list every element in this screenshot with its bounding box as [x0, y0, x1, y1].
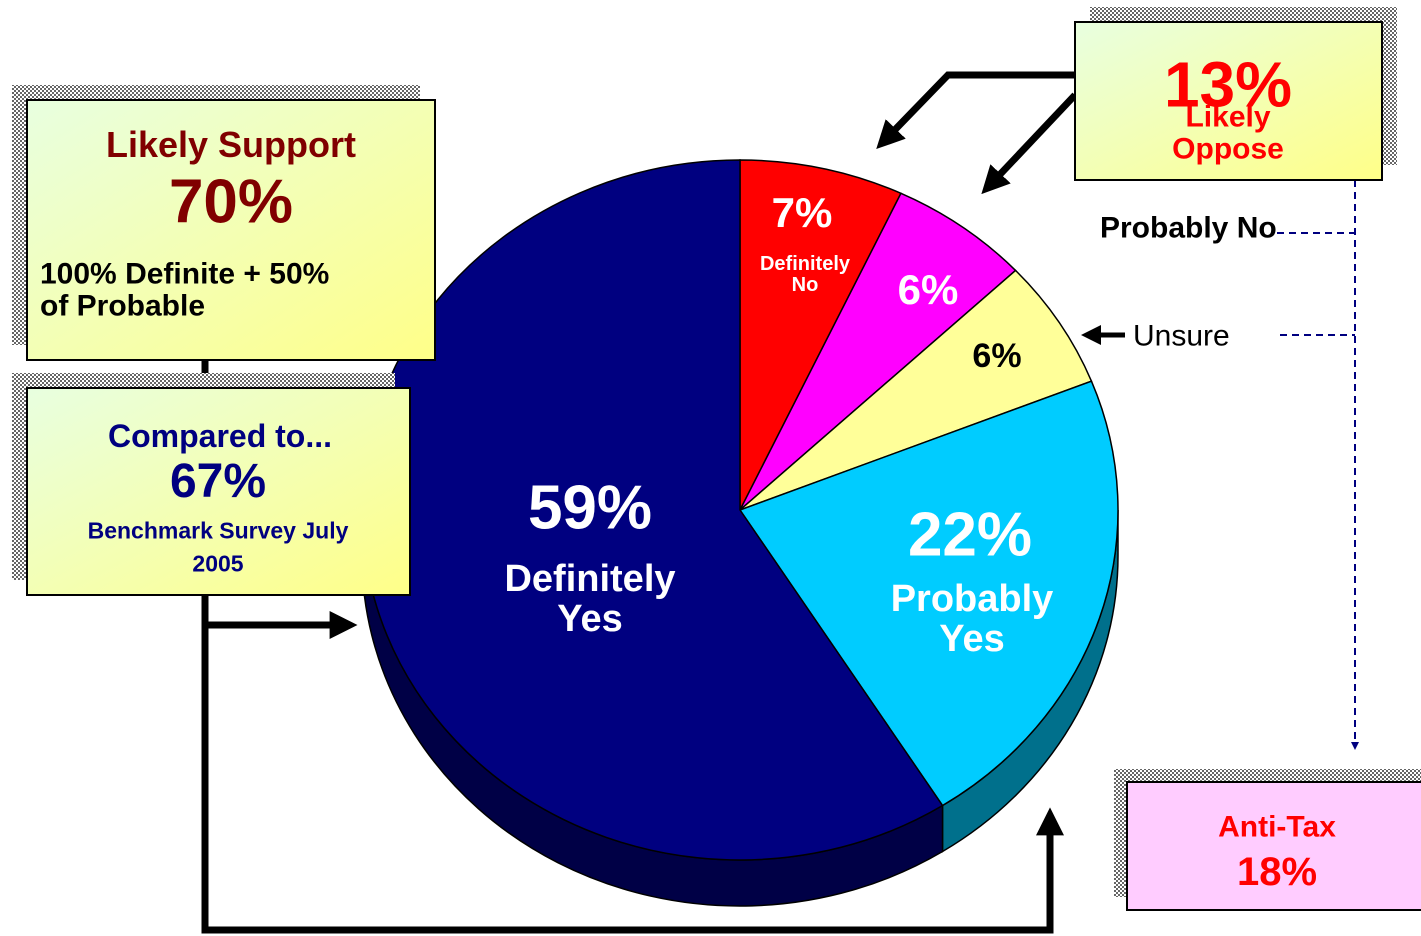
category-label: Unsure [1133, 319, 1230, 353]
annotation: 18% [1236, 850, 1318, 894]
annotation: Benchmark Survey July 2005 [87, 517, 349, 577]
support-box [26, 99, 436, 361]
slice [738, 380, 1119, 807]
value-label: 59% [527, 473, 653, 543]
annotation: Likely Oppose [1172, 100, 1284, 165]
category-label: Definitely No [759, 253, 851, 296]
value-label: 22% [907, 500, 1033, 570]
antitax-box [1126, 781, 1421, 911]
annotation: 100% Definite + 50% of Probable [40, 257, 330, 322]
value-label: 6% [972, 337, 1022, 376]
dashed-lines [1277, 180, 1359, 750]
category-label: Probably Yes [890, 578, 1054, 660]
connector-arrow [201, 595, 1064, 934]
slice-side-shade [362, 510, 943, 906]
boxes [12, 7, 1421, 911]
compare-box [26, 387, 411, 596]
value-label: 6% [897, 265, 959, 313]
slice-side-shade [942, 510, 1118, 852]
annotation: 67% [169, 454, 267, 508]
annotation-lines [201, 71, 1125, 934]
annotation: 13% [1163, 48, 1293, 121]
annotation: 70% [168, 167, 294, 237]
slice [739, 159, 902, 511]
slice [739, 269, 1093, 511]
slice [361, 159, 944, 861]
slice [739, 192, 1017, 511]
annotation: Likely Support [105, 124, 357, 166]
connector-arrow [876, 71, 1075, 150]
pie [361, 159, 1119, 907]
category-label: Probably No [1100, 211, 1277, 245]
category-label: Definitely Yes [504, 558, 676, 640]
value-label: 7% [771, 188, 833, 236]
oppose-box [1074, 21, 1383, 181]
connector-arrow [981, 92, 1078, 195]
annotation: Compared to... [107, 418, 333, 455]
annotation: Anti-Tax [1218, 810, 1336, 844]
